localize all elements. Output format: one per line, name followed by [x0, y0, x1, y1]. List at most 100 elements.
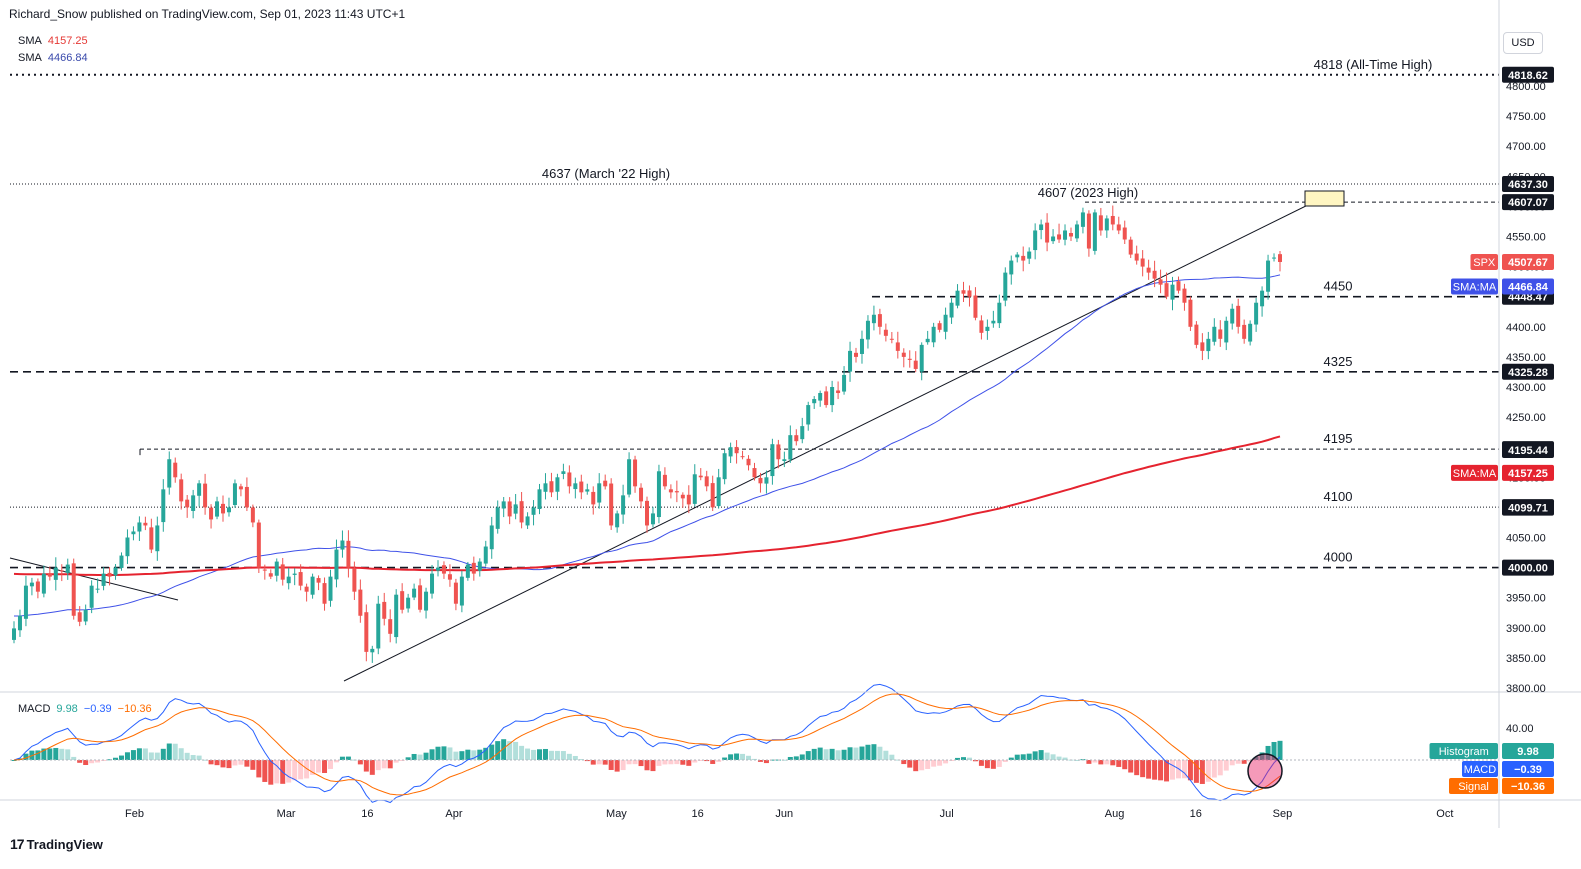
indicator-price-tag-text: 4507.67: [1508, 257, 1548, 269]
candle-body: [1248, 323, 1253, 342]
candle-body: [1009, 260, 1014, 275]
candle-body: [370, 648, 375, 653]
candle-body: [764, 477, 769, 484]
macd-histogram-bar: [656, 760, 662, 766]
candle-body: [704, 476, 709, 487]
candle-body: [859, 338, 864, 354]
candle-body: [973, 295, 978, 318]
level-price-tag-text: 4818.62: [1508, 70, 1548, 82]
macd-histogram-bar: [447, 747, 453, 760]
candle-body: [1116, 224, 1121, 231]
macd-histogram-bar: [1253, 756, 1259, 760]
macd-histogram-bar: [1277, 740, 1283, 760]
macd-histogram-bar: [913, 760, 919, 772]
candle-body: [985, 326, 990, 331]
macd-histogram-bar: [734, 753, 740, 760]
price-tags: 4818.624637.304607.074448.474325.284196.…: [1429, 66, 1554, 794]
candle-body: [656, 471, 661, 518]
macd-histogram-bar: [107, 759, 113, 761]
candle-body: [549, 481, 554, 493]
macd-histogram-bar: [978, 760, 984, 766]
candle-body: [1098, 215, 1103, 231]
level-price-tag: 4607.07: [1502, 194, 1554, 211]
price-tick-label: 3800.00: [1506, 683, 1546, 695]
macd-histogram-bar: [124, 752, 130, 760]
candle-body: [1224, 320, 1229, 343]
candle-body: [12, 628, 16, 640]
macd-histogram-bar: [1223, 760, 1229, 771]
candle-body: [818, 393, 823, 401]
candle-body: [752, 468, 757, 478]
candle-body: [949, 302, 954, 318]
level-label: 4450: [1324, 279, 1353, 294]
macd-histogram-bar: [322, 760, 328, 773]
level-price-tag: 4000.00: [1502, 559, 1554, 576]
macd-histogram-bar: [542, 748, 548, 760]
macd-histogram-bar: [148, 752, 154, 760]
macd-histogram-bar: [769, 759, 775, 761]
resistance-trendline: [9, 557, 179, 601]
macd-histogram-bar: [423, 752, 429, 760]
candle-body: [215, 501, 220, 517]
candle-body: [627, 459, 632, 495]
candle-body: [1230, 308, 1235, 324]
macd-histogram-bar: [626, 760, 632, 765]
candle-body: [346, 540, 351, 568]
macd-histogram-bar: [1026, 753, 1032, 760]
candle-body: [722, 453, 727, 480]
macd-histogram-bar: [1116, 760, 1122, 767]
price-tick-label: 4350.00: [1506, 352, 1546, 364]
price-tick-label: 4250.00: [1506, 412, 1546, 424]
currency-button[interactable]: USD: [1503, 32, 1543, 54]
candle-body: [877, 314, 882, 327]
macd-histogram-bar: [692, 760, 698, 763]
macd-name-tag-bg: [1429, 743, 1498, 759]
level-price-tag-text: 4195.44: [1508, 445, 1549, 457]
level-price-tag-text: 4000.00: [1508, 563, 1548, 575]
macd-histogram-bar: [256, 760, 262, 778]
candle-body: [668, 489, 673, 493]
candle-body: [537, 489, 542, 510]
level-price-tag-bg: [1502, 363, 1554, 380]
candle-body: [1164, 283, 1169, 297]
time-tick-label: Feb: [125, 808, 144, 820]
macd-histogram-bar: [166, 743, 172, 760]
level-label: 4607 (2023 High): [1038, 185, 1138, 200]
candle-body: [991, 320, 996, 324]
macd-histogram-bar: [835, 750, 841, 760]
macd-histogram-bar: [650, 760, 656, 772]
candle-body: [77, 612, 82, 622]
candle-body: [645, 500, 649, 526]
candle-body: [531, 507, 536, 515]
macd-histogram-bar: [578, 759, 584, 761]
macd-name-tag: Histogram: [1439, 746, 1489, 758]
candle-body: [501, 501, 506, 509]
time-tick-label: Oct: [1436, 808, 1453, 820]
macd-histogram-bar: [71, 756, 77, 760]
candle-body: [591, 491, 596, 505]
candle-body: [131, 531, 136, 535]
tradingview-logo[interactable]: 17 TradingView: [10, 836, 103, 852]
candle-body: [244, 486, 249, 508]
macd-value-tag: −0.39: [1502, 761, 1554, 777]
candle-body: [567, 472, 572, 487]
price-tick-label: 4800.00: [1506, 81, 1546, 93]
candle-body: [268, 573, 273, 577]
candle-body: [907, 358, 912, 360]
macd-histogram-bar: [226, 760, 232, 769]
indicator-price-tag-bg: [1502, 253, 1554, 270]
candle-body: [937, 323, 942, 330]
level-label: 4100: [1324, 489, 1353, 504]
candle-body: [1021, 255, 1026, 261]
macd-histogram-bar: [1056, 756, 1062, 760]
macd-histogram-bar: [823, 749, 829, 760]
macd-histogram-bar: [214, 760, 220, 766]
macd-histogram-bar: [680, 760, 686, 765]
macd-histogram-bar: [95, 760, 101, 763]
macd-value-tag-bg: [1502, 743, 1554, 759]
macd-histogram-bar: [817, 747, 823, 760]
candle-body: [459, 576, 464, 606]
level-label: 4325: [1324, 354, 1353, 369]
macd-histogram-bar: [274, 760, 280, 784]
